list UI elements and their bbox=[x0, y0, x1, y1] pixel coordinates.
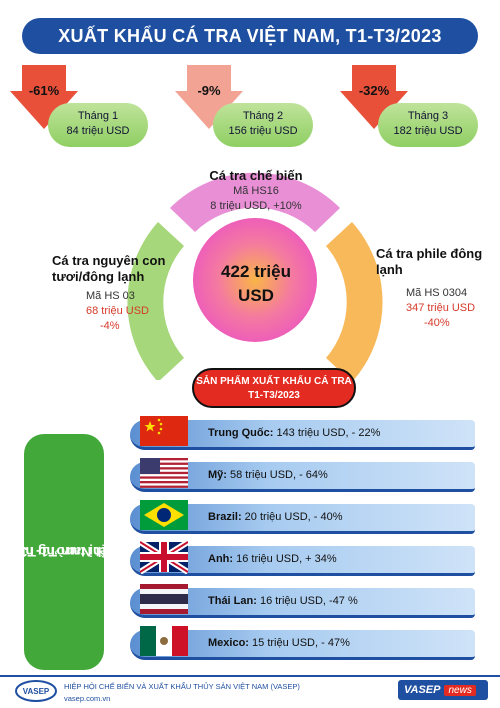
svg-text:VASEP: VASEP bbox=[23, 687, 50, 696]
month-change: -32% bbox=[358, 83, 390, 98]
down-arrow-icon bbox=[340, 65, 408, 129]
total-value: 422 triệu USD bbox=[221, 262, 291, 305]
footer-organization: HIỆP HỘI CHẾ BIẾN VÀ XUẤT KHẨU THỦY SẢN … bbox=[64, 682, 300, 691]
month-change: -61% bbox=[28, 83, 60, 98]
china-flag-icon bbox=[140, 416, 188, 446]
whole-fish-arc bbox=[127, 222, 184, 380]
market-row: Trung Quốc: 143 triệu USD, - 22% bbox=[130, 416, 475, 450]
market-row: Brazil: 20 triệu USD, - 40% bbox=[130, 500, 475, 534]
footer-url: vasep.com.vn bbox=[64, 694, 111, 703]
markets-title: Top 6 thị trường nhập khẩu cá tra Việt N… bbox=[0, 544, 162, 560]
month-value: 182 triệu USD bbox=[393, 125, 463, 137]
month-card-1: -61% Tháng 1 84 triệu USD bbox=[10, 65, 160, 150]
total-circle bbox=[193, 218, 317, 342]
down-arrow-icon bbox=[10, 65, 78, 129]
brazil-flag-icon bbox=[140, 500, 188, 530]
fillet-category: Cá tra phile đông lạnh Mã HS 0304 347 tr… bbox=[376, 246, 483, 329]
processed-category: Cá tra chế biến Mã HS16 8 triệu USD, +10… bbox=[209, 168, 303, 212]
down-arrow-icon bbox=[175, 65, 243, 129]
market-row: Mexico: 15 triệu USD, - 47% bbox=[130, 626, 475, 660]
footer-divider bbox=[0, 675, 500, 677]
month-value: 156 triệu USD bbox=[228, 125, 298, 137]
month-label: Tháng 2 bbox=[242, 110, 284, 122]
mexico-flag-icon bbox=[140, 626, 188, 656]
product-badge: SẢN PHẨM XUẤT KHẨU CÁ TRA T1-T3/2023 bbox=[192, 368, 356, 408]
whole-fish-category: Cá tra nguyên con tươi/đông lạnh Mã HS 0… bbox=[52, 253, 166, 332]
usa-flag-icon bbox=[140, 458, 188, 488]
month-value: 84 triệu USD bbox=[66, 125, 130, 137]
markets-title-box bbox=[24, 434, 104, 670]
thailand-flag-icon bbox=[140, 584, 188, 614]
vasep-logo-icon: VASEP bbox=[15, 680, 57, 702]
month-card-3: -32% Tháng 3 182 triệu USD bbox=[340, 65, 490, 150]
month-label: Tháng 1 bbox=[77, 110, 119, 122]
processed-arc bbox=[170, 172, 340, 232]
product-ring-diagram bbox=[127, 172, 383, 380]
vasep-news-logo: VASEP news bbox=[398, 680, 488, 700]
month-card-2: -9% Tháng 2 156 triệu USD bbox=[175, 65, 325, 150]
month-change: -9% bbox=[197, 83, 221, 98]
month-label: Tháng 3 bbox=[407, 110, 449, 122]
fillet-arc bbox=[326, 222, 383, 380]
page-title: XUẤT KHẨU CÁ TRA VIỆT NAM, T1-T3/2023 bbox=[22, 18, 478, 54]
market-row: Mỹ: 58 triệu USD, - 64% bbox=[130, 458, 475, 492]
market-row: Anh: 16 triệu USD, + 34% bbox=[130, 540, 475, 576]
market-row: Thái Lan: 16 triệu USD, -47 % bbox=[130, 584, 475, 618]
uk-flag-icon bbox=[140, 540, 188, 574]
